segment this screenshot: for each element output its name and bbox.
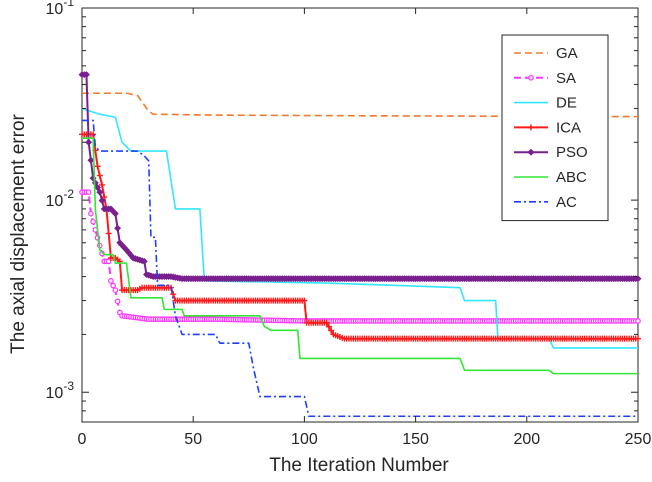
- series-marker-sa: [90, 218, 96, 225]
- series-marker-sa: [85, 189, 92, 195]
- series-marker-ica: [301, 297, 308, 304]
- x-tick-label: 0: [78, 431, 87, 448]
- legend-label-pso: PSO: [556, 144, 588, 161]
- legend-entry-sa: SA: [514, 70, 576, 87]
- series-marker-sa: [110, 282, 116, 289]
- legend-entry-abc: ABC: [514, 169, 587, 186]
- x-axis: 0 50 100 150 200 250: [78, 8, 652, 448]
- series-marker-pso: [85, 138, 93, 146]
- legend-entry-ga: GA: [514, 45, 578, 62]
- series-pso: [78, 71, 642, 283]
- series-marker-sa: [88, 210, 94, 217]
- series-marker-sa: [108, 278, 114, 284]
- x-axis-title: The Iteration Number: [269, 455, 449, 476]
- x-tick-label: 150: [402, 431, 429, 448]
- series-line-ac: [82, 119, 638, 418]
- legend-label-de: DE: [556, 95, 577, 112]
- series-marker-sa: [114, 298, 121, 305]
- x-tick-label: 200: [513, 431, 540, 448]
- series-marker-sa: [112, 287, 119, 293]
- legend-marker-ica: [528, 124, 534, 131]
- series-marker-ica: [99, 181, 106, 188]
- series-marker-ica: [105, 230, 112, 237]
- series-ga: [82, 92, 639, 118]
- x-tick-label: 50: [184, 431, 202, 448]
- x-tick-label: 100: [291, 431, 318, 448]
- series-marker-pso: [82, 71, 91, 79]
- legend-marker-sa: [528, 75, 534, 81]
- series-marker-sa: [635, 318, 641, 324]
- series-line-ga: [82, 92, 639, 118]
- legend: GA SA DE ICA PSO ABC AC: [501, 34, 609, 222]
- legend-label-ga: GA: [556, 45, 578, 62]
- y-tick-label: 10-1: [46, 0, 75, 18]
- series-marker-pso: [114, 224, 122, 232]
- legend-entry-ac: AC: [514, 194, 577, 211]
- y-tick-label: 10-3: [46, 379, 75, 402]
- series-marker-pso: [96, 188, 104, 196]
- series-marker-sa: [105, 258, 112, 265]
- series-marker-pso: [98, 196, 106, 205]
- series-marker-ica: [94, 163, 101, 170]
- series-ac: [82, 119, 638, 418]
- series-marker-pso: [140, 257, 148, 265]
- series-marker-pso: [634, 275, 642, 283]
- series-marker-ica: [101, 193, 108, 200]
- series-marker-ica: [96, 172, 103, 179]
- legend-label-ica: ICA: [556, 119, 581, 136]
- series-marker-ica: [635, 335, 641, 342]
- series-marker-ica: [323, 319, 330, 326]
- plot-frame: [81, 7, 639, 423]
- y-tick-label: 10-2: [46, 187, 75, 210]
- legend-label-abc: ABC: [556, 169, 587, 186]
- legend-marker-pso: [527, 148, 535, 156]
- y-axis: 10-3 10-2 10-1: [46, 0, 638, 423]
- series-marker-ica: [325, 323, 332, 330]
- series-abc: [82, 137, 638, 375]
- legend-entry-de: DE: [514, 95, 577, 112]
- legend-label-ac: AC: [556, 194, 577, 211]
- series-marker-ica: [170, 291, 177, 298]
- legend-entry-ica: ICA: [514, 119, 581, 136]
- series-marker-ica: [90, 131, 97, 138]
- series-line-abc: [82, 137, 638, 375]
- legend-label-sa: SA: [556, 70, 576, 87]
- series-ica: [79, 131, 641, 342]
- series-marker-ica: [328, 327, 335, 334]
- legend-entry-pso: PSO: [514, 144, 588, 161]
- series-marker-pso: [111, 210, 119, 218]
- y-axis-title: The axial displacement error: [8, 113, 29, 353]
- x-tick-label: 250: [625, 431, 652, 448]
- plot-area: [78, 7, 642, 423]
